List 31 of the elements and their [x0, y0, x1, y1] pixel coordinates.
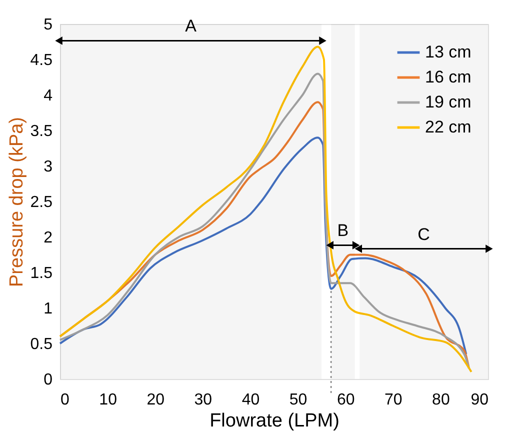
x-tick-label: 10 — [99, 392, 118, 408]
y-tick-label: 2 — [44, 230, 53, 246]
y-tick-label: 3.5 — [30, 123, 53, 140]
x-tick-label: 30 — [194, 392, 212, 408]
x-tick-label: 40 — [242, 392, 260, 408]
x-tick-label: 50 — [289, 392, 308, 408]
y-tick-label: 1 — [44, 300, 53, 318]
y-axis-title: Pressure drop (kPa) — [6, 116, 28, 288]
x-tick-label: 80 — [432, 392, 450, 408]
line-series — [59, 136, 468, 356]
legend-label: 13 cm — [425, 42, 472, 62]
x-tick-label: 70 — [384, 392, 402, 408]
y-tick-label: 0.5 — [30, 336, 53, 353]
legend-label: 16 cm — [425, 68, 472, 86]
x-tick-label: 20 — [146, 392, 165, 408]
band-label: B — [337, 221, 349, 240]
legend-label: 22 cm — [425, 118, 472, 136]
x-tick-label: 90 — [470, 392, 489, 408]
x-tick-label: 60 — [336, 392, 355, 408]
band-label: A — [185, 16, 198, 36]
y-tick-label: 4 — [44, 88, 53, 104]
y-tick-label: 5 — [44, 16, 53, 34]
y-tick-label: 3 — [44, 158, 53, 176]
y-tick-label: 2.5 — [30, 194, 53, 211]
x-tick-label: 0 — [60, 392, 70, 408]
band-label: C — [418, 224, 430, 244]
y-tick-label: 1.5 — [30, 265, 53, 282]
y-tick-label: 0 — [44, 372, 53, 388]
y-tick-label: 4.5 — [30, 52, 53, 69]
x-axis-title: Flowrate (LPM) — [210, 410, 340, 432]
legend-label: 19 cm — [425, 92, 472, 112]
